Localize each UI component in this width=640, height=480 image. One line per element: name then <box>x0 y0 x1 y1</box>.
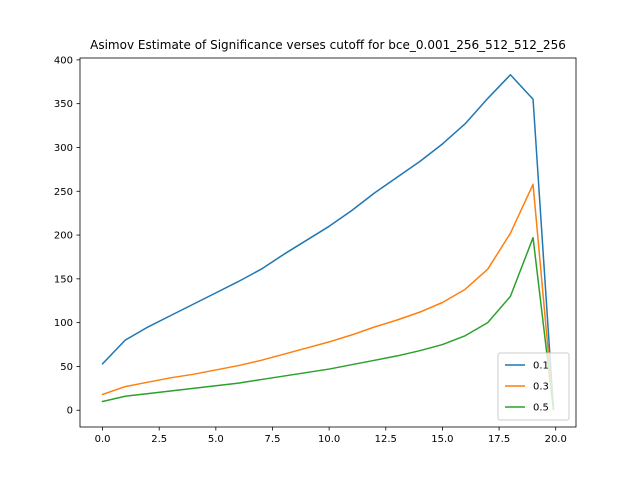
legend-label-0.5: 0.5 <box>533 403 549 414</box>
x-tick-label: 17.5 <box>488 434 510 445</box>
x-tick-label: 0.0 <box>95 434 111 445</box>
y-tick-label: 250 <box>54 187 73 198</box>
x-tick-label: 20.0 <box>545 434 567 445</box>
y-tick-label: 300 <box>54 143 73 154</box>
x-tick-label: 5.0 <box>208 434 224 445</box>
series-line-0.1 <box>101 74 555 411</box>
x-tick-label: 2.5 <box>151 434 167 445</box>
chart-title: Asimov Estimate of Significance verses c… <box>90 38 566 52</box>
legend-box <box>497 352 570 421</box>
x-tick-label: 7.5 <box>265 434 281 445</box>
series-line-0.5 <box>101 236 555 411</box>
legend-label-0.3: 0.3 <box>533 382 549 393</box>
y-tick-label: 350 <box>54 99 73 110</box>
plot-area: 0.0 2.5 5.0 7.5 10.0 12.5 15.0 17.5 20.0 0 50 100 15… <box>54 55 577 445</box>
y-tick-label: 150 <box>54 274 73 285</box>
y-tick-label: 200 <box>54 231 73 242</box>
x-tick-label: 10.0 <box>318 434 340 445</box>
series-group <box>101 74 555 411</box>
y-tick-label: 100 <box>54 318 73 329</box>
y-tick-label: 50 <box>60 362 73 373</box>
x-tick-label: 15.0 <box>431 434 453 445</box>
y-tick-label: 0 <box>67 406 73 417</box>
series-line-0.3 <box>101 183 555 411</box>
axes-frame <box>79 57 577 428</box>
legend: 0.1 0.3 0.5 <box>497 352 570 421</box>
x-tick-label: 12.5 <box>375 434 397 445</box>
y-tick-label: 400 <box>54 55 73 66</box>
legend-label-0.1: 0.1 <box>533 361 549 372</box>
